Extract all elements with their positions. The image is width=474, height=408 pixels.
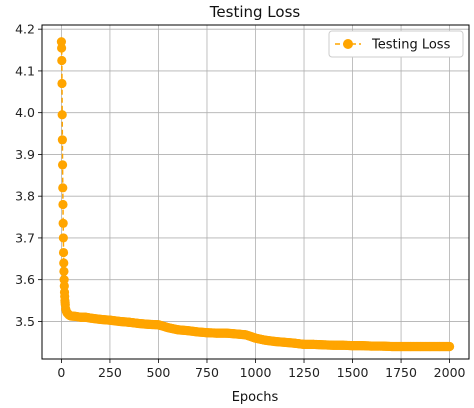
series-testing-loss bbox=[56, 37, 455, 352]
data-point bbox=[444, 341, 455, 352]
data-point bbox=[58, 218, 68, 228]
x-tick-label: 250 bbox=[98, 365, 122, 380]
data-point bbox=[58, 199, 68, 210]
grid-lines bbox=[42, 25, 469, 359]
legend-box bbox=[328, 30, 464, 58]
data-point bbox=[58, 183, 68, 193]
y-tick-label: 3.6 bbox=[15, 272, 35, 287]
y-axis-ticks: 3.5 3.6 3.7 3.8 3.9 4.0 4.1 4.2 bbox=[15, 22, 42, 329]
data-point bbox=[59, 258, 69, 268]
x-tick-label: 1250 bbox=[288, 365, 320, 380]
data-point bbox=[58, 247, 69, 258]
data-point bbox=[57, 78, 67, 89]
data-point bbox=[57, 135, 67, 145]
legend: Testing Loss bbox=[328, 30, 464, 58]
x-tick-label: 0 bbox=[57, 365, 65, 380]
x-tick-label: 1500 bbox=[337, 365, 369, 380]
data-point bbox=[58, 233, 68, 243]
data-point bbox=[57, 160, 68, 170]
chart-title: Testing Loss bbox=[209, 3, 301, 21]
x-tick-label: 1000 bbox=[240, 365, 272, 380]
data-point bbox=[57, 110, 67, 120]
x-tick-label: 2000 bbox=[434, 365, 466, 380]
y-tick-label: 3.8 bbox=[15, 189, 35, 204]
legend-swatch-marker bbox=[343, 39, 353, 49]
y-tick-label: 4.0 bbox=[15, 105, 35, 120]
x-axis-label: Epochs bbox=[232, 390, 279, 405]
x-tick-label: 500 bbox=[147, 365, 171, 380]
y-tick-label: 3.9 bbox=[15, 147, 35, 162]
y-tick-label: 3.7 bbox=[15, 230, 35, 245]
data-point bbox=[59, 266, 69, 276]
y-tick-label: 4.2 bbox=[15, 22, 35, 37]
x-tick-label: 1750 bbox=[385, 365, 417, 380]
data-point bbox=[57, 43, 67, 53]
data-point bbox=[57, 55, 67, 66]
y-tick-label: 3.5 bbox=[15, 314, 35, 329]
x-tick-label: 750 bbox=[195, 365, 219, 380]
y-tick-label: 4.1 bbox=[15, 63, 35, 78]
x-axis-ticks: 0 250 500 750 1000 1250 1500 1750 2000 bbox=[57, 359, 466, 380]
legend-entry-label: Testing Loss bbox=[371, 38, 451, 53]
